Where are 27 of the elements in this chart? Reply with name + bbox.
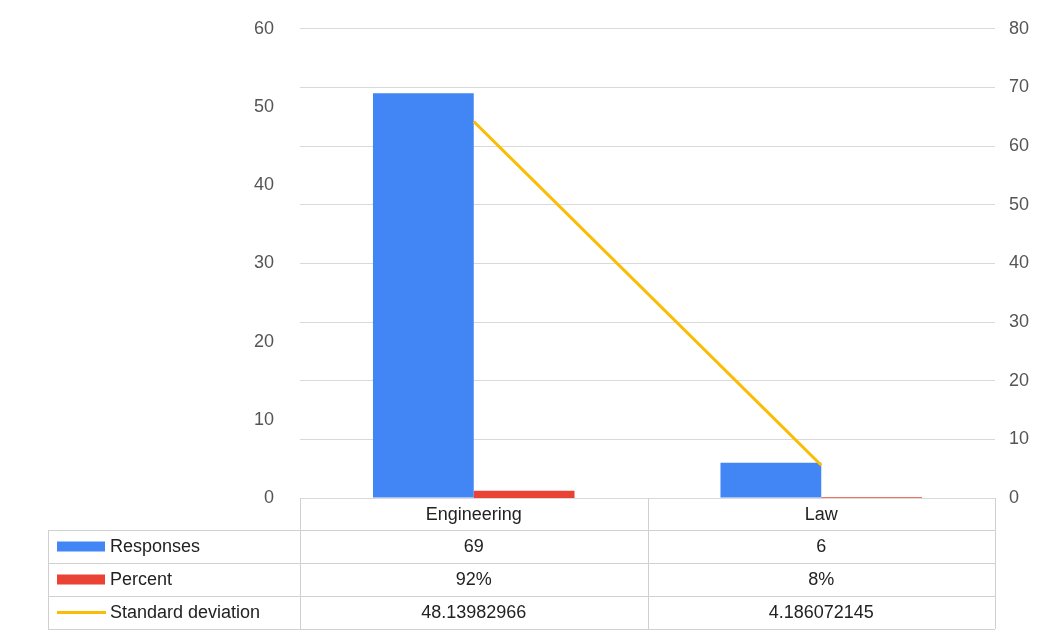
data-label: 92% bbox=[455, 569, 492, 590]
y2-tick-label: 60 bbox=[1009, 135, 1030, 156]
y2-tick-label: 0 bbox=[1009, 486, 1020, 507]
data-label: 8% bbox=[808, 569, 835, 590]
legend-label: Responses bbox=[110, 536, 201, 557]
y2-tick-label: 50 bbox=[1009, 193, 1030, 214]
y-tick-label: 10 bbox=[253, 408, 274, 429]
y-tick-label: 50 bbox=[253, 95, 274, 116]
data-label: 69 bbox=[463, 536, 484, 557]
data-label: 4.186072145 bbox=[768, 602, 874, 623]
data-label: 6 bbox=[816, 536, 827, 557]
y2-tick-label: 70 bbox=[1009, 76, 1030, 97]
legend-label: Standard deviation bbox=[110, 602, 261, 623]
y-tick-label: 40 bbox=[253, 174, 274, 195]
y-tick-label: 0 bbox=[263, 486, 274, 507]
data-label: 48.13982966 bbox=[421, 602, 527, 623]
y2-tick-label: 20 bbox=[1009, 369, 1030, 390]
y2-tick-label: 40 bbox=[1009, 252, 1030, 273]
x-tick-label: Law bbox=[804, 503, 839, 524]
y2-tick-label: 30 bbox=[1009, 311, 1030, 332]
legend-label: Percent bbox=[110, 569, 173, 590]
x-tick-label: Engineering bbox=[425, 503, 522, 524]
y-tick-label: 30 bbox=[253, 252, 274, 273]
y-tick-label: 60 bbox=[253, 17, 274, 38]
y2-tick-label: 80 bbox=[1009, 17, 1030, 38]
y-tick-label: 20 bbox=[253, 330, 274, 351]
y2-tick-label: 10 bbox=[1009, 428, 1030, 449]
